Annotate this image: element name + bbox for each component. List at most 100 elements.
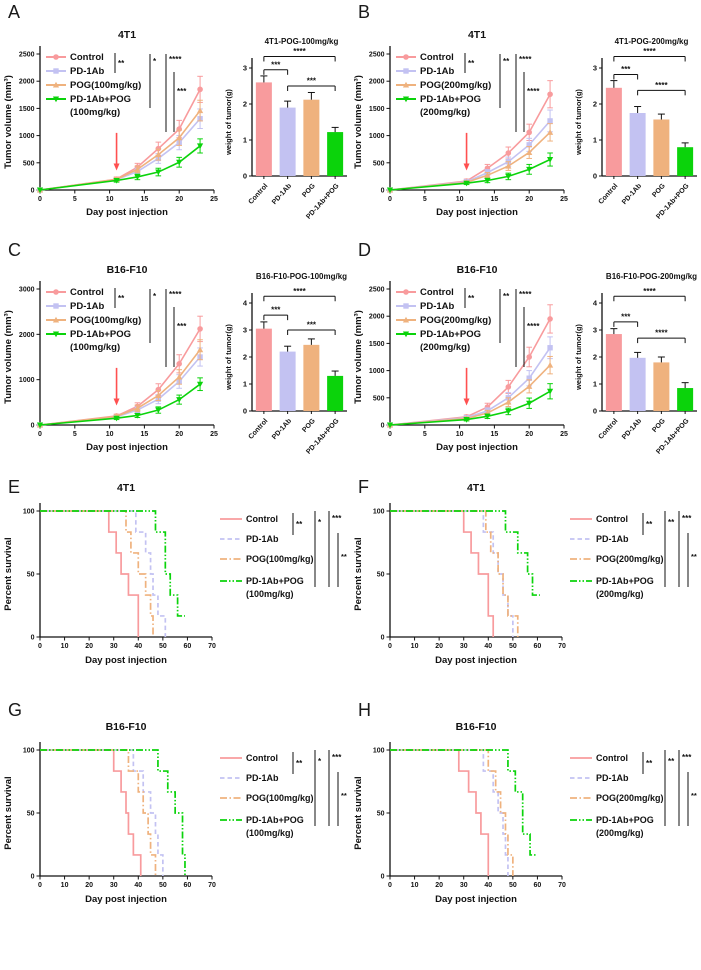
sig-label: *: [153, 57, 157, 66]
series-line: [389, 158, 551, 191]
y-tick-label: 50: [27, 572, 35, 579]
bar-category-label: PD-1Ab: [621, 183, 643, 206]
tumor-weight-chart-d: B16-F10-POG-200mg/kg 0 1 2 3 4 weight of tumor…: [574, 272, 697, 456]
y-tick-label: 100: [23, 509, 35, 516]
tumor-weight-chart-c: B16-F10-POG-100mg/kg 0 1 2 3 4 weight of tumor…: [224, 272, 347, 456]
panel-a-letter: A: [8, 2, 21, 22]
x-tick-label: 50: [159, 882, 167, 889]
x-tick-label: 30: [110, 882, 118, 889]
marker-triangle: [484, 172, 491, 178]
marker-triangle: [196, 346, 204, 353]
marker-triangle-down: [546, 388, 554, 395]
x-tick-label: 10: [106, 431, 114, 438]
marker-square: [526, 375, 532, 381]
x-tick-label: 10: [456, 431, 464, 438]
survival-curve: [40, 510, 185, 617]
legend-label: (200mg/kg): [420, 342, 470, 353]
y-tick-label: 2000: [19, 332, 35, 339]
survival-curve: [390, 749, 490, 876]
bar: [677, 388, 694, 411]
y-tick-label: 1500: [19, 106, 35, 113]
survival-curve: [390, 749, 538, 856]
tumor-weight-chart-b: 4T1-POG-200mg/kg 0 1 2 3 weight of tumor(g) Co…: [574, 37, 697, 221]
y-tick-label: 500: [373, 395, 385, 402]
x-tick-label: 60: [534, 643, 542, 650]
x-tick-label: 20: [435, 882, 443, 889]
y-axis-label: Percent survival: [3, 537, 14, 610]
marker-triangle-down: [196, 143, 204, 150]
bar: [629, 357, 646, 411]
y-tick-label: 0: [243, 172, 247, 181]
marker-square: [403, 68, 409, 74]
x-tick-label: 70: [558, 643, 566, 650]
y-axis-label: Tumor volume (mm³): [3, 310, 14, 404]
sig-label: ***: [621, 312, 631, 321]
y-tick-label: 0: [31, 188, 35, 195]
legend-label: PD-1Ab+POG: [420, 329, 481, 340]
series-line: [39, 110, 201, 191]
sig-label: ***: [621, 65, 631, 74]
panel-e: E 4T1 0 50 100 0 10 20 30 40 50 60 70 Day post injec…: [0, 475, 350, 690]
y-tick-label: 1500: [369, 106, 385, 113]
sig-label: **: [503, 292, 510, 301]
panel-f: F 4T1 0 50 100 0 10 20 30 40 50 60 70 Day post injec…: [350, 475, 701, 690]
bar-category-label: PD-1Ab: [271, 418, 293, 441]
x-tick-label: 40: [484, 643, 492, 650]
marker-circle: [155, 145, 162, 152]
chart-title: B16-F10: [107, 264, 148, 276]
y-axis-label: Percent survival: [353, 537, 364, 610]
legend-label: PD-1Ab+POG: [70, 329, 131, 340]
panel-d-letter: D: [358, 240, 371, 260]
chart-title: B16-F10: [456, 721, 497, 733]
marker-triangle-down: [484, 177, 491, 184]
x-tick-label: 0: [38, 431, 42, 438]
marker-triangle: [52, 316, 60, 323]
y-tick-label: 50: [377, 572, 385, 579]
marker-triangle-down: [176, 159, 183, 166]
marker-triangle-down: [402, 331, 410, 338]
legend-label: PD-1Ab+POG: [596, 815, 654, 825]
sig-label: ***: [177, 87, 187, 96]
marker-triangle: [134, 166, 141, 172]
marker-square: [403, 303, 409, 309]
legend-label: POG(200mg/kg): [596, 554, 664, 564]
y-axis-label: Tumor volume (mm³): [353, 310, 364, 404]
y-tick-label: 3000: [19, 287, 35, 294]
survival-chart-g: B16-F10 0 50 100 0 10 20 30 40 50 60 70 Day post inj…: [3, 721, 347, 905]
panel-b: B 4T1 0 500 1000 1500 2000 2500 0 5 10 15 20 25 Day p…: [350, 0, 701, 235]
x-tick-label: 30: [460, 643, 468, 650]
survival-chart-h: B16-F10 0 50 100 0 10 20 30 40 50 60 70 Day post inj…: [353, 721, 697, 905]
marker-triangle-down: [505, 408, 512, 415]
x-tick-label: 0: [38, 643, 42, 650]
x-axis-label: Day post injection: [85, 894, 167, 905]
y-tick-label: 500: [373, 160, 385, 167]
x-tick-label: 0: [388, 431, 392, 438]
marker-triangle: [546, 361, 554, 368]
legend-label: Control: [70, 52, 104, 63]
sig-label: ****: [643, 287, 656, 296]
sig-label: **: [118, 294, 125, 303]
sig-label: **: [691, 791, 697, 800]
marker-circle: [197, 326, 203, 332]
y-axis-label: weight of tumor(g): [224, 324, 233, 391]
marker-triangle-down: [36, 187, 44, 194]
y-tick-label: 1: [243, 380, 247, 389]
x-tick-label: 60: [184, 643, 192, 650]
panel-g: G B16-F10 0 50 100 0 10 20 30 40 50 60 70 Day post i…: [0, 690, 350, 935]
y-tick-label: 1500: [369, 341, 385, 348]
x-axis-label: Day post injection: [436, 207, 518, 218]
x-tick-label: 20: [85, 643, 93, 650]
legend-label: Control: [596, 753, 628, 763]
y-tick-label: 100: [373, 748, 385, 755]
sig-label: ****: [655, 81, 668, 90]
legend-label: (100mg/kg): [70, 342, 120, 353]
x-tick-label: 15: [141, 431, 149, 438]
x-tick-label: 5: [423, 196, 427, 203]
sig-label: ***: [682, 514, 692, 523]
legend-label: (100mg/kg): [246, 828, 294, 838]
panel-d: D B16-F10 0 500 1000 1500 2000 2500 0 5 10 15 20 25 D…: [350, 235, 701, 475]
marker-square: [547, 345, 553, 351]
x-tick-label: 0: [388, 882, 392, 889]
x-tick-label: 40: [484, 882, 492, 889]
marker-triangle-down: [505, 173, 512, 180]
